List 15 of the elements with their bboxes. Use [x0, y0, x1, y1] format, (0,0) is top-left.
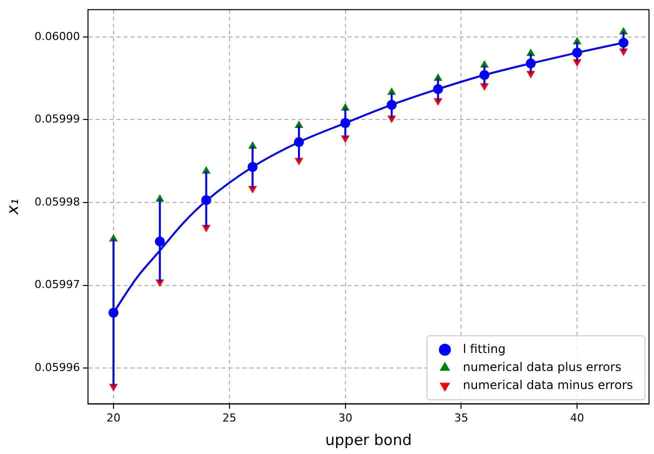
y-tick-label: 0.05996 [34, 361, 80, 374]
legend-label: numerical data plus errors [462, 360, 622, 374]
x-axis-title: upper bond [325, 430, 412, 449]
y-tick-label: 0.06000 [34, 30, 80, 43]
y-tick-label: 0.05997 [34, 278, 80, 292]
y-axis-title: x₁ [2, 198, 22, 216]
x-tick-label: 40 [570, 411, 584, 424]
y-tick-label: 0.05998 [34, 195, 80, 208]
x-tick-label: 35 [454, 411, 468, 424]
x-tick-label: 25 [222, 411, 236, 424]
legend-label: numerical data minus errors [462, 378, 634, 392]
y-tick-label: 0.05999 [34, 112, 80, 126]
legend-label: l fitting [462, 342, 506, 356]
x-tick-label: 30 [338, 411, 352, 424]
x-tick-label: 20 [106, 411, 120, 424]
